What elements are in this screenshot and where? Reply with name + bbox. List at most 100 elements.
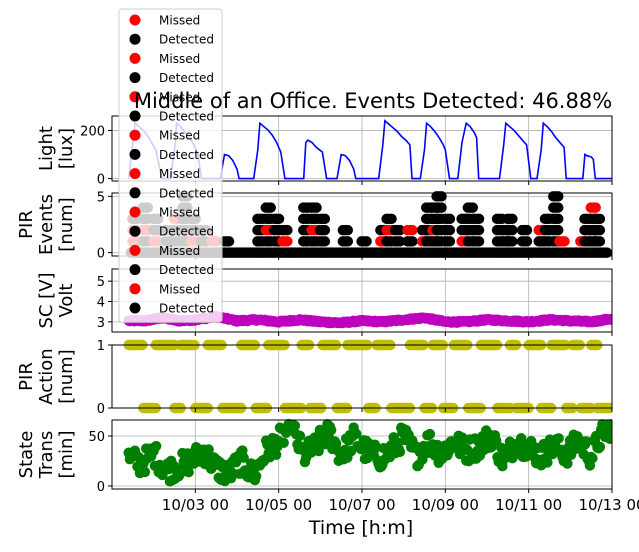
panel-light: 0 200 Light [lux] xyxy=(36,115,613,188)
x-axis-label: Time [h:m] xyxy=(308,517,413,539)
pir-detected-point xyxy=(273,213,285,225)
pir-detected-point xyxy=(473,213,485,225)
pir-detected-point xyxy=(394,224,406,236)
state-trans-point xyxy=(270,449,282,460)
sc-volt-point xyxy=(605,313,612,325)
legend-label: Missed xyxy=(159,206,200,220)
legend-marker xyxy=(129,225,141,237)
legend-marker xyxy=(129,302,141,314)
pir-detected-point xyxy=(319,236,331,247)
pir-detected-point xyxy=(594,224,606,236)
legend-label: Missed xyxy=(159,129,200,143)
y-tick-label: 200 xyxy=(80,124,105,139)
state-trans-point xyxy=(139,466,151,478)
y-tick-label: 50 xyxy=(88,430,105,445)
state-trans-point xyxy=(605,419,612,430)
legend-label: Missed xyxy=(159,282,200,296)
data-group xyxy=(125,191,612,258)
state-trans-point xyxy=(424,428,436,440)
legend-label: Detected xyxy=(159,33,214,47)
pir-detected-point xyxy=(594,236,606,247)
pir-detected-point xyxy=(394,236,406,247)
state-trans-point xyxy=(250,471,262,482)
pir-detected-point xyxy=(436,202,447,213)
pir-event-point xyxy=(601,247,612,258)
pir-detected-point xyxy=(507,236,518,247)
data-group xyxy=(123,339,612,414)
y-axis-label: [num] xyxy=(56,197,77,251)
legend-label: Detected xyxy=(159,263,214,277)
pir-detected-point xyxy=(342,224,354,236)
y-tick-label: 0 xyxy=(97,173,105,188)
pir-missed-point xyxy=(559,236,570,247)
x-tick-label: 10/11 00 xyxy=(495,496,562,514)
y-axis-label: [min] xyxy=(56,431,77,479)
x-tick-label: 10/03 00 xyxy=(162,496,229,514)
pir-detected-point xyxy=(467,202,479,213)
legend-label: Detected xyxy=(159,110,214,124)
y-axis-label: PIR xyxy=(16,210,37,239)
legend-label: Detected xyxy=(159,148,214,162)
x-tick-label: 10/13 00 xyxy=(578,496,639,514)
y-axis-label: [num] xyxy=(56,349,77,403)
state-trans-point xyxy=(490,435,502,446)
pir-missed-point xyxy=(282,236,293,247)
panel-pir-action: 0 1 PIR Action [num] xyxy=(16,339,613,417)
legend-marker xyxy=(129,110,141,122)
pir-detected-point xyxy=(507,224,518,236)
state-trans-point xyxy=(313,445,324,457)
state-trans-point xyxy=(432,439,443,451)
y-tick-label: 0 xyxy=(97,402,105,417)
legend-marker xyxy=(129,14,141,26)
legend-label: Detected xyxy=(159,71,214,85)
pir-detected-point xyxy=(319,213,331,225)
legend-marker xyxy=(129,52,141,64)
y-axis-label: State xyxy=(16,431,37,479)
y-axis-label: Action xyxy=(36,348,57,404)
pir-detected-point xyxy=(521,236,533,247)
pir-detected-point xyxy=(553,191,564,202)
legend-label: Missed xyxy=(159,167,200,181)
legend-marker xyxy=(129,148,141,160)
y-axis-label: Volt xyxy=(56,284,77,318)
pir-detected-point xyxy=(282,224,293,236)
state-trans-point xyxy=(604,433,612,444)
legend-label: Missed xyxy=(159,52,200,66)
legend-label: Detected xyxy=(159,186,214,200)
state-trans-point xyxy=(183,467,194,478)
y-tick-label: 4 xyxy=(97,296,105,311)
pir-detected-point xyxy=(342,236,354,247)
state-trans-point xyxy=(150,440,162,452)
state-trans-point xyxy=(289,420,301,431)
y-tick-label: 0 xyxy=(97,480,105,495)
pir-detected-point xyxy=(407,236,418,247)
pir-missed-point xyxy=(407,224,418,236)
state-trans-point xyxy=(350,428,362,440)
y-axis-label: Light xyxy=(36,126,57,171)
pir-detected-point xyxy=(223,236,235,247)
legend-label: Missed xyxy=(159,90,200,104)
x-tick-label: 10/07 00 xyxy=(328,496,395,514)
legend-box xyxy=(118,8,223,323)
y-axis-label: [lux] xyxy=(56,128,77,169)
legend-marker xyxy=(129,129,141,141)
pir-detected-point xyxy=(444,236,456,247)
state-trans-point xyxy=(515,433,527,444)
state-trans-point xyxy=(238,452,249,463)
state-trans-point xyxy=(587,453,598,464)
y-axis-label: SC [V] xyxy=(36,272,57,328)
pir-detected-point xyxy=(386,213,397,225)
pir-detected-point xyxy=(553,202,564,213)
legend-marker xyxy=(129,72,141,84)
legend-label: Missed xyxy=(159,244,200,258)
data-group xyxy=(123,418,612,487)
y-tick-label: 5 xyxy=(97,275,105,290)
state-trans-point xyxy=(294,430,306,442)
pir-detected-point xyxy=(594,213,606,225)
pir-detected-point xyxy=(444,224,456,236)
legend-marker xyxy=(129,91,141,103)
y-tick-label: 5 xyxy=(97,190,105,205)
y-axis-label: PIR xyxy=(16,362,37,391)
